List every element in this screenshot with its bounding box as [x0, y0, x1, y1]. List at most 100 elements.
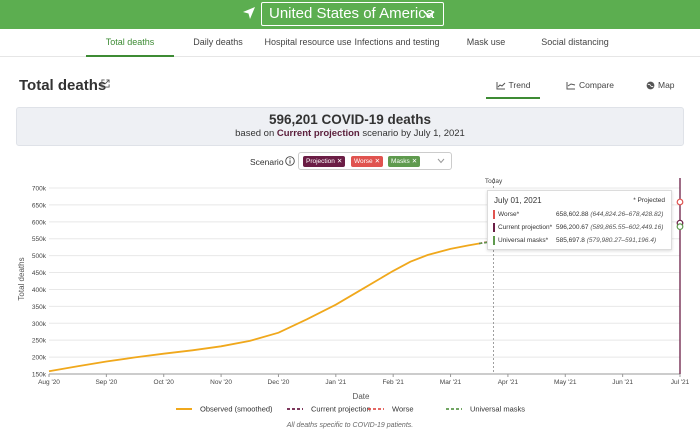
tab-mask-use[interactable]: Mask use — [466, 37, 506, 47]
chart-legend: Observed (smoothed) Current projection Wor… — [176, 405, 525, 414]
metric-tabs: Total deaths Daily deaths Hospital resou… — [0, 29, 700, 57]
close-icon[interactable]: ✕ — [374, 158, 381, 165]
country-select[interactable]: United States of America — [261, 2, 444, 26]
chevron-down-icon — [437, 158, 445, 164]
view-tab-trend[interactable]: Trend — [486, 74, 540, 99]
tooltip-row-name: Current projection* — [498, 224, 553, 231]
tooltip-row-current: Current projection* 596,200.67 (589,865.… — [493, 223, 669, 232]
tooltip-row-value: 585,697.8 — [556, 237, 585, 244]
series-line-observed-smoothed- — [48, 242, 480, 373]
tooltip-row-value: 658,602.88 — [556, 211, 589, 218]
scenario-select[interactable]: Projection ✕ Worse ✕ Masks ✕ — [298, 152, 452, 170]
x-tick-label: Jan '21 — [325, 379, 346, 386]
trend-icon — [496, 82, 505, 90]
y-tick-label: 500k — [32, 253, 47, 260]
location-arrow-icon[interactable] — [242, 6, 256, 20]
location-bar: United States of America — [0, 0, 700, 29]
chip-projection-label: Projection — [306, 158, 335, 165]
footnote: All deaths specific to COVID-19 patients… — [286, 422, 414, 429]
y-tick-label: 200k — [32, 355, 47, 362]
legend-label: Current projection — [311, 405, 371, 414]
chip-masks[interactable]: Masks ✕ — [388, 156, 421, 167]
x-tick-label: May '21 — [554, 379, 577, 386]
today-label: Today — [485, 178, 503, 185]
chevron-down-icon — [423, 10, 435, 18]
tooltip-row-range: (579,980.27–591,196.4) — [586, 237, 657, 244]
view-tab-map-label: Map — [658, 80, 675, 90]
chart-series — [48, 237, 509, 373]
y-tick-label: 450k — [32, 270, 47, 277]
close-icon[interactable]: ✕ — [336, 158, 343, 165]
legend-label: Observed (smoothed) — [200, 405, 273, 414]
compare-icon — [566, 82, 576, 90]
tab-daily-deaths[interactable]: Daily deaths — [193, 37, 243, 47]
endpoint-marker — [676, 198, 684, 206]
legend-label: Universal masks — [470, 405, 525, 414]
chip-worse[interactable]: Worse ✕ — [351, 156, 384, 167]
summary-sub-prefix: based on — [235, 128, 275, 139]
page-title: Total deaths — [19, 77, 107, 94]
y-axis-label: Total deaths — [17, 257, 26, 300]
external-link-icon[interactable] — [101, 79, 110, 88]
x-tick-label: Jun '21 — [612, 379, 633, 386]
x-tick-label: Sep '20 — [95, 379, 117, 386]
y-tick-label: 300k — [32, 321, 47, 328]
tooltip-row-value: 596,200.67 — [556, 224, 589, 231]
y-tick-label: 650k — [32, 202, 47, 209]
country-select-value: United States of America — [269, 5, 435, 22]
view-tab-compare-label: Compare — [579, 80, 614, 90]
summary-sub-suffix: scenario by July 1, 2021 — [362, 128, 465, 139]
x-tick-label: Aug '20 — [38, 379, 60, 386]
tab-hospital-resource-use[interactable]: Hospital resource use — [264, 37, 352, 47]
y-tick-label: 550k — [32, 236, 47, 243]
tooltip-row-name: Universal masks* — [498, 237, 549, 244]
tooltip-row-worse: Worse* 658,602.88 (644,824.26–678,428.82… — [493, 210, 669, 219]
endpoint-marker — [676, 223, 684, 231]
view-tab-map[interactable]: Map — [646, 74, 676, 99]
x-axis: Aug '20 Sep '20 Oct '20 Nov '20 Dec '20 Jan '… — [38, 373, 690, 386]
info-icon[interactable] — [285, 156, 295, 166]
tab-social-distancing[interactable]: Social distancing — [541, 37, 609, 47]
tooltip-color-bar — [493, 210, 495, 219]
x-tick-label: Oct '20 — [154, 379, 175, 386]
x-tick-label: Nov '20 — [210, 379, 232, 386]
projection-endpoints — [676, 178, 684, 374]
tooltip-row-range: (644,824.26–678,428.82) — [590, 211, 664, 218]
globe-icon — [646, 81, 655, 90]
y-tick-label: 400k — [32, 287, 47, 294]
y-tick-label: 700k — [32, 186, 47, 193]
x-axis-label: Date — [353, 392, 370, 401]
tooltip-row-name: Worse* — [498, 211, 520, 218]
y-tick-label: 600k — [32, 219, 47, 226]
x-tick-label: Mar '21 — [440, 379, 462, 386]
tooltip-date: July 01, 2021 — [494, 196, 542, 205]
summary-scenario-name: Current projection — [276, 128, 360, 139]
legend-label: Worse — [392, 405, 414, 414]
summary-box: 596,201 COVID-19 deaths based on Current… — [16, 107, 684, 146]
scenario-label: Scenario — [250, 157, 284, 167]
chip-projection[interactable]: Projection ✕ — [303, 156, 346, 167]
close-icon[interactable]: ✕ — [411, 158, 418, 165]
x-tick-label: Feb '21 — [382, 379, 404, 386]
chip-worse-label: Worse — [354, 158, 373, 165]
y-tick-label: 350k — [32, 304, 47, 311]
view-tab-trend-label: Trend — [508, 80, 531, 90]
chart-tooltip: July 01, 2021 * Projected Worse* 658,602… — [487, 190, 672, 250]
x-tick-label: Dec '20 — [268, 379, 290, 386]
x-tick-label: Jul '21 — [671, 379, 690, 386]
tooltip-projected-note: * Projected — [633, 197, 665, 204]
tab-total-deaths[interactable]: Total deaths — [86, 29, 174, 57]
tooltip-row-masks: Universal masks* 585,697.8 (579,980.27–5… — [493, 236, 669, 245]
tab-infections-and-testing[interactable]: Infections and testing — [354, 37, 440, 47]
tooltip-color-bar — [493, 236, 495, 245]
y-tick-label: 150k — [32, 372, 47, 379]
y-tick-label: 250k — [32, 338, 47, 345]
tooltip-color-bar — [493, 223, 495, 232]
x-tick-label: Apr '21 — [498, 379, 519, 386]
summary-subtitle: based on Current projection scenario by … — [17, 128, 683, 139]
view-tab-compare[interactable]: Compare — [566, 74, 618, 99]
y-axis: 150k 200k 250k 300k 350k 400k 450k 500k 550k 600k… — [32, 186, 47, 379]
summary-headline: 596,201 COVID-19 deaths — [268, 112, 432, 127]
chip-masks-label: Masks — [391, 158, 410, 165]
tooltip-row-range: (589,865.55–602,449.16) — [590, 224, 664, 231]
